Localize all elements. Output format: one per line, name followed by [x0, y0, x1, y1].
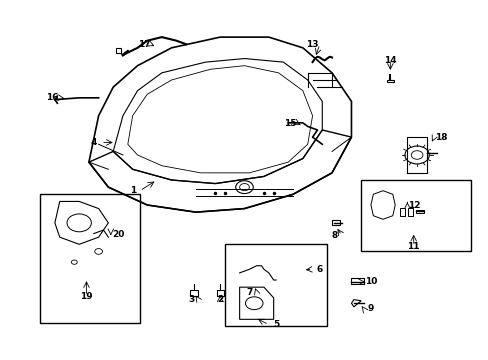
Bar — [224, 244, 326, 327]
Bar — [399, 208, 404, 216]
Text: 17: 17 — [138, 40, 151, 49]
Bar — [386, 80, 393, 82]
Text: 12: 12 — [407, 201, 420, 210]
Text: 18: 18 — [434, 132, 447, 141]
Text: 7: 7 — [245, 288, 252, 297]
Text: 10: 10 — [364, 277, 376, 286]
Text: 5: 5 — [272, 320, 279, 329]
Text: 16: 16 — [46, 93, 59, 102]
Text: 3: 3 — [187, 295, 194, 304]
Text: 13: 13 — [305, 40, 318, 49]
Bar — [361, 180, 469, 251]
Bar — [415, 210, 424, 213]
Bar — [40, 194, 140, 323]
Bar — [216, 290, 223, 296]
Bar — [116, 48, 121, 53]
Text: 9: 9 — [367, 304, 373, 313]
Text: 14: 14 — [383, 56, 396, 65]
Text: 6: 6 — [316, 265, 323, 274]
Text: 8: 8 — [331, 231, 337, 240]
Text: 11: 11 — [407, 242, 419, 251]
Text: 20: 20 — [112, 230, 124, 239]
Text: 4: 4 — [90, 138, 97, 147]
Text: 1: 1 — [129, 186, 136, 195]
Bar — [331, 220, 339, 225]
Text: 19: 19 — [80, 292, 93, 301]
Text: 15: 15 — [284, 119, 296, 128]
Text: 2: 2 — [217, 295, 223, 304]
Bar — [407, 208, 412, 216]
Bar — [190, 291, 198, 296]
